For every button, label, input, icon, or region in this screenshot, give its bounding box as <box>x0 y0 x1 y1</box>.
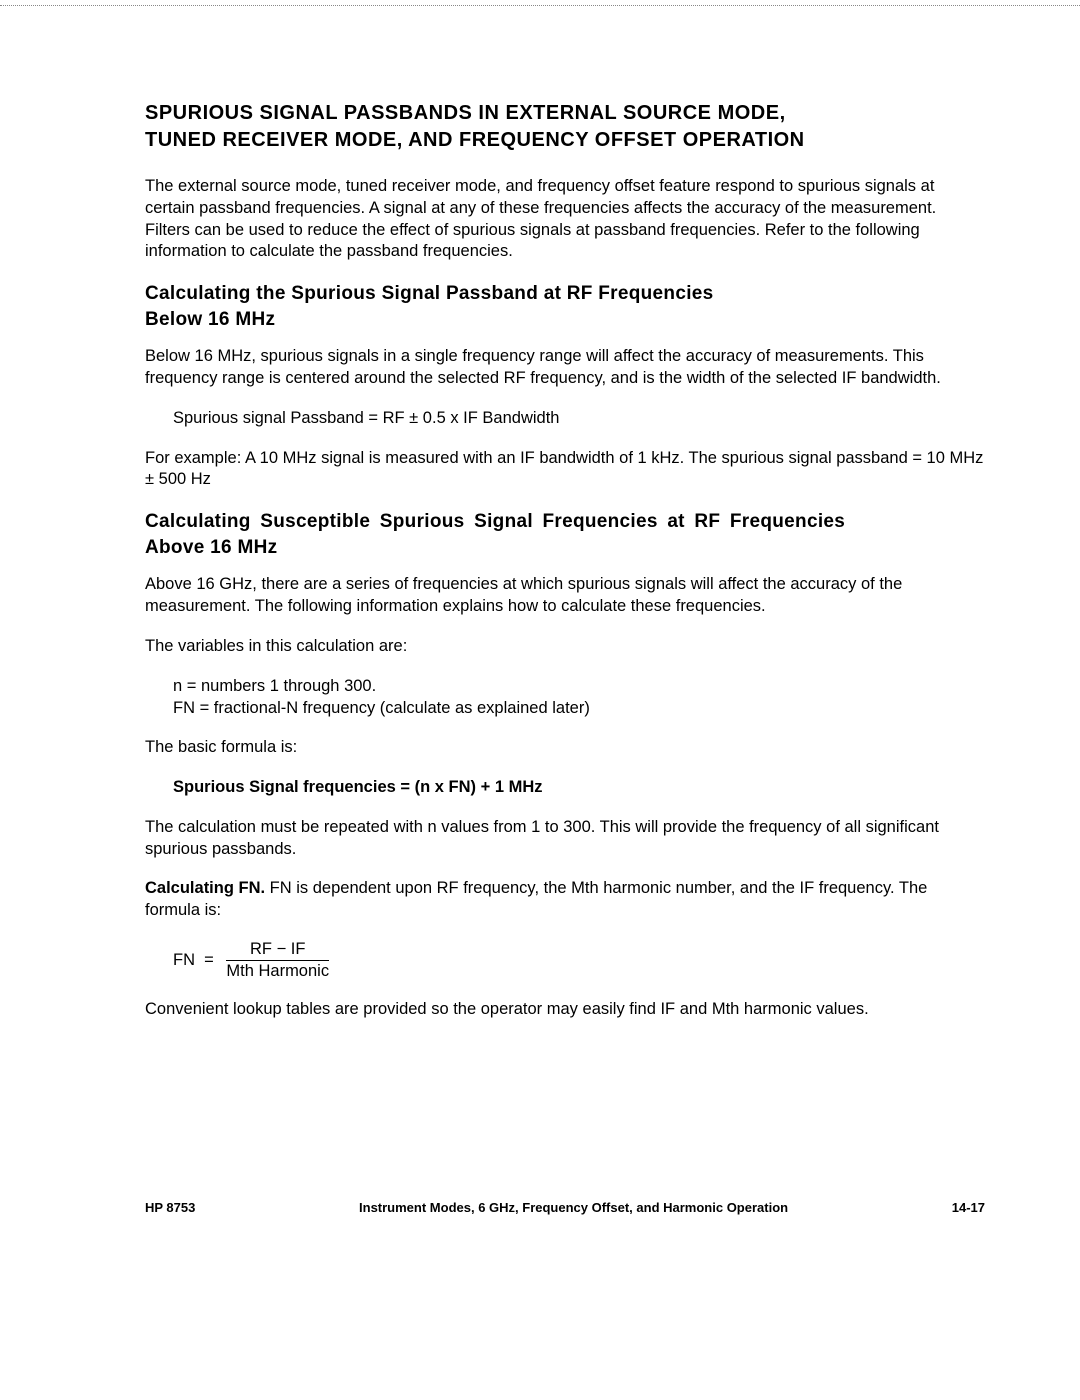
variable-fn: FN = fractional-N frequency (calculate a… <box>173 698 985 720</box>
subheading-b-line1: Calculating Susceptible Spurious Signal … <box>145 511 845 532</box>
subheading-a-line2: Below 16 MHz <box>145 309 275 330</box>
example-paragraph: For example: A 10 MHz signal is measured… <box>145 448 985 492</box>
fn-equation-denominator: Mth Harmonic <box>226 961 329 981</box>
variables-intro: The variables in this calculation are: <box>145 636 985 658</box>
spurious-signal-formula-text: Spurious Signal frequencies = (n x FN) +… <box>173 778 543 796</box>
calculating-fn-paragraph: Calculating FN. FN is dependent upon RF … <box>145 878 985 922</box>
fn-equation-numerator: RF − IF <box>226 940 329 961</box>
above-16-paragraph: Above 16 GHz, there are a series of freq… <box>145 574 985 618</box>
passband-equation: Spurious signal Passband = RF ± 0.5 x IF… <box>173 408 985 430</box>
lookup-tables-paragraph: Convenient lookup tables are provided so… <box>145 999 985 1021</box>
main-heading-line1: SPURIOUS SIGNAL PASSBANDS IN EXTERNAL SO… <box>145 102 786 124</box>
fn-equation-lhs: FN = <box>173 951 218 970</box>
repeat-calc-paragraph: The calculation must be repeated with n … <box>145 817 985 861</box>
variables-block: n = numbers 1 through 300. FN = fraction… <box>173 676 985 720</box>
intro-paragraph: The external source mode, tuned receiver… <box>145 176 985 263</box>
variable-n: n = numbers 1 through 300. <box>173 676 985 698</box>
page-footer: HP 8753 Instrument Modes, 6 GHz, Frequen… <box>145 1200 985 1215</box>
footer-model: HP 8753 <box>145 1200 195 1215</box>
fn-equation: FN = RF − IF Mth Harmonic <box>173 940 985 981</box>
below-16-paragraph: Below 16 MHz, spurious signals in a sing… <box>145 346 985 390</box>
main-heading: SPURIOUS SIGNAL PASSBANDS IN EXTERNAL SO… <box>145 100 985 154</box>
subheading-b-line2: Above 16 MHz <box>145 537 277 558</box>
footer-page-number: 14-17 <box>952 1200 985 1215</box>
footer-chapter-title: Instrument Modes, 6 GHz, Frequency Offse… <box>359 1200 788 1215</box>
subheading-below-16mhz: Calculating the Spurious Signal Passband… <box>145 281 985 332</box>
subheading-above-16mhz: Calculating Susceptible Spurious Signal … <box>145 509 985 560</box>
page-content: SPURIOUS SIGNAL PASSBANDS IN EXTERNAL SO… <box>0 0 1080 1260</box>
subheading-a-line1: Calculating the Spurious Signal Passband… <box>145 283 714 304</box>
basic-formula-intro: The basic formula is: <box>145 737 985 759</box>
spurious-signal-formula: Spurious Signal frequencies = (n x FN) +… <box>173 777 985 799</box>
main-heading-line2: TUNED RECEIVER MODE, AND FREQUENCY OFFSE… <box>145 129 805 151</box>
calculating-fn-label: Calculating FN. <box>145 879 265 897</box>
fn-equation-fraction: RF − IF Mth Harmonic <box>226 940 329 981</box>
